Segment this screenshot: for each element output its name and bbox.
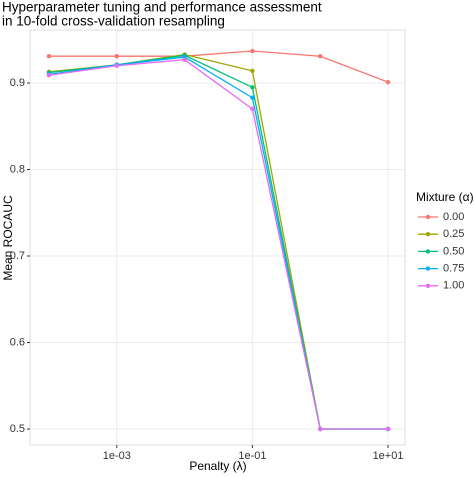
- legend-label: 0.25: [443, 228, 464, 240]
- x-axis-title: Penalty (λ): [189, 459, 246, 473]
- legend-label: 0.50: [443, 245, 464, 257]
- data-point: [250, 106, 255, 112]
- legend-label: 1.00: [443, 280, 464, 292]
- legend-key-point: [425, 266, 431, 271]
- x-tick-label: 1e+01: [373, 450, 404, 462]
- legend-key-point: [425, 283, 431, 288]
- data-point: [250, 68, 255, 74]
- data-point: [250, 85, 255, 90]
- data-point: [114, 63, 119, 68]
- data-point: [46, 54, 52, 59]
- legend-label: 0.75: [443, 263, 464, 275]
- data-point: [385, 426, 391, 432]
- y-tick-label: 0.9: [10, 77, 25, 89]
- y-axis-title: Mean ROCAUC: [1, 195, 15, 281]
- legend-key-point: [425, 214, 431, 220]
- chart-title: in 10-fold cross-validation resampling: [2, 14, 225, 29]
- series-line: [48, 58, 389, 430]
- data-point: [250, 48, 255, 54]
- legend-title: Mixture (α): [416, 190, 474, 204]
- y-tick-label: 0.8: [10, 163, 25, 175]
- x-tick-label: 1e-01: [238, 450, 266, 462]
- data-point: [318, 54, 323, 59]
- legend-key-point: [425, 249, 431, 254]
- data-point: [318, 426, 323, 432]
- data-point: [385, 79, 391, 85]
- series-line: [48, 50, 389, 83]
- plot-panel: [29, 29, 406, 446]
- chart-title: Hyperparameter tuning and performance as…: [2, 0, 322, 15]
- y-tick-label: 0.6: [10, 336, 25, 348]
- x-tick-label: 1e-03: [103, 450, 131, 462]
- y-tick-label: 0.7: [10, 250, 25, 262]
- y-tick-label: 0.5: [10, 423, 25, 435]
- data-point: [182, 57, 187, 62]
- legend-label: 0.00: [443, 211, 464, 223]
- data-point: [114, 54, 119, 59]
- data-point: [250, 95, 255, 100]
- legend-key-point: [425, 232, 431, 237]
- data-point: [46, 73, 52, 78]
